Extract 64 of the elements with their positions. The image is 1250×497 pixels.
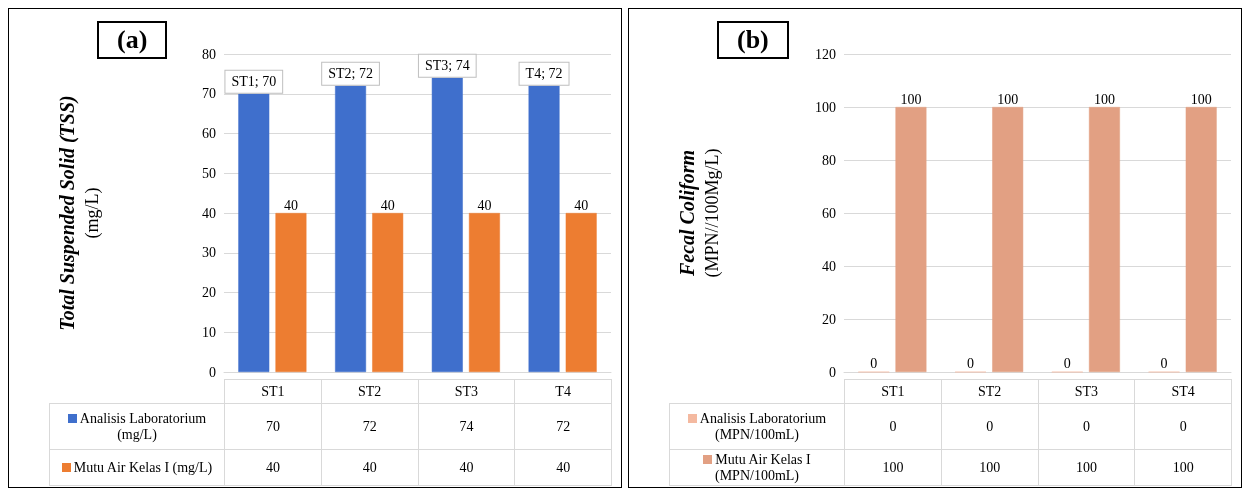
category-label: ST1 [844,379,942,404]
category-label: ST3 [1038,379,1135,404]
legend-label: Mutu Air Kelas I (MPN/100mL) [669,449,845,486]
data-label: T4; 72 [525,66,563,82]
data-label: ST1; 70 [231,74,277,90]
data-label: 72 [514,403,612,450]
data-label: 40 [283,197,298,213]
y-axis-title: Total Suspended Solid (TSS) (mg/L) [56,95,103,331]
data-label: 0 [1134,403,1232,450]
data-label: 40 [321,449,418,486]
bar [275,213,307,372]
y-tick-label: 100 [815,99,836,115]
category-label: ST3 [418,379,515,404]
legend-label: Analisis Laboratorium (mg/L) [49,403,225,450]
y-tick-label: 20 [202,285,216,300]
data-label: 0 [941,403,1038,450]
data-label: 40 [574,197,589,213]
bar [468,213,500,372]
data-label: 100 [1190,91,1212,107]
y-tick-label: 40 [202,205,216,221]
data-label: ST3; 74 [424,58,470,74]
chart-title: (b) [717,21,789,59]
y-tick-label: 50 [202,165,216,181]
bar [372,213,404,372]
category-label: ST1 [224,379,322,404]
legend-label: Analisis Laboratorium (MPN/100mL) [669,403,845,450]
y-tick-label: 60 [822,205,836,221]
data-label: 40 [477,197,492,213]
data-label: 100 [1093,91,1115,107]
data-label: 40 [418,449,515,486]
data-label: 40 [514,449,612,486]
data-label: 0 [1038,403,1135,450]
y-tick-label: 120 [815,46,836,62]
data-label: 100 [1038,449,1135,486]
data-label: 100 [997,91,1019,107]
y-tick-label: 0 [209,364,216,380]
data-label: 0 [1063,356,1071,372]
bar [565,213,597,372]
data-label: 0 [870,356,878,372]
y-tick-label: 10 [202,324,216,340]
data-label: 100 [941,449,1038,486]
category-label: ST4 [1134,379,1232,404]
y-tick-label: 70 [202,86,216,102]
y-axis-title: Fecal Coliform (MPN//100Mg/L) [676,148,723,278]
category-label: ST2 [321,379,418,404]
y-tick-label: 40 [822,258,836,274]
legend-label: Mutu Air Kelas I (mg/L) [49,449,225,486]
data-label: 100 [1134,449,1232,486]
data-label: 100 [900,91,922,107]
y-tick-label: 80 [822,152,836,168]
y-tick-label: 20 [822,311,836,327]
data-label: ST2; 72 [328,66,373,82]
data-label: 74 [418,403,515,450]
data-label: 72 [321,403,418,450]
data-label: 0 [967,356,975,372]
chart-title: (a) [97,21,168,59]
y-tick-label: 80 [202,46,216,62]
y-tick-label: 60 [202,126,216,141]
y-tick-label: 30 [202,245,216,261]
category-label: T4 [514,379,612,404]
category-label: ST2 [941,379,1038,404]
data-label: 0 [1160,356,1168,372]
data-label: 40 [380,197,395,213]
y-tick-label: 0 [829,364,836,380]
